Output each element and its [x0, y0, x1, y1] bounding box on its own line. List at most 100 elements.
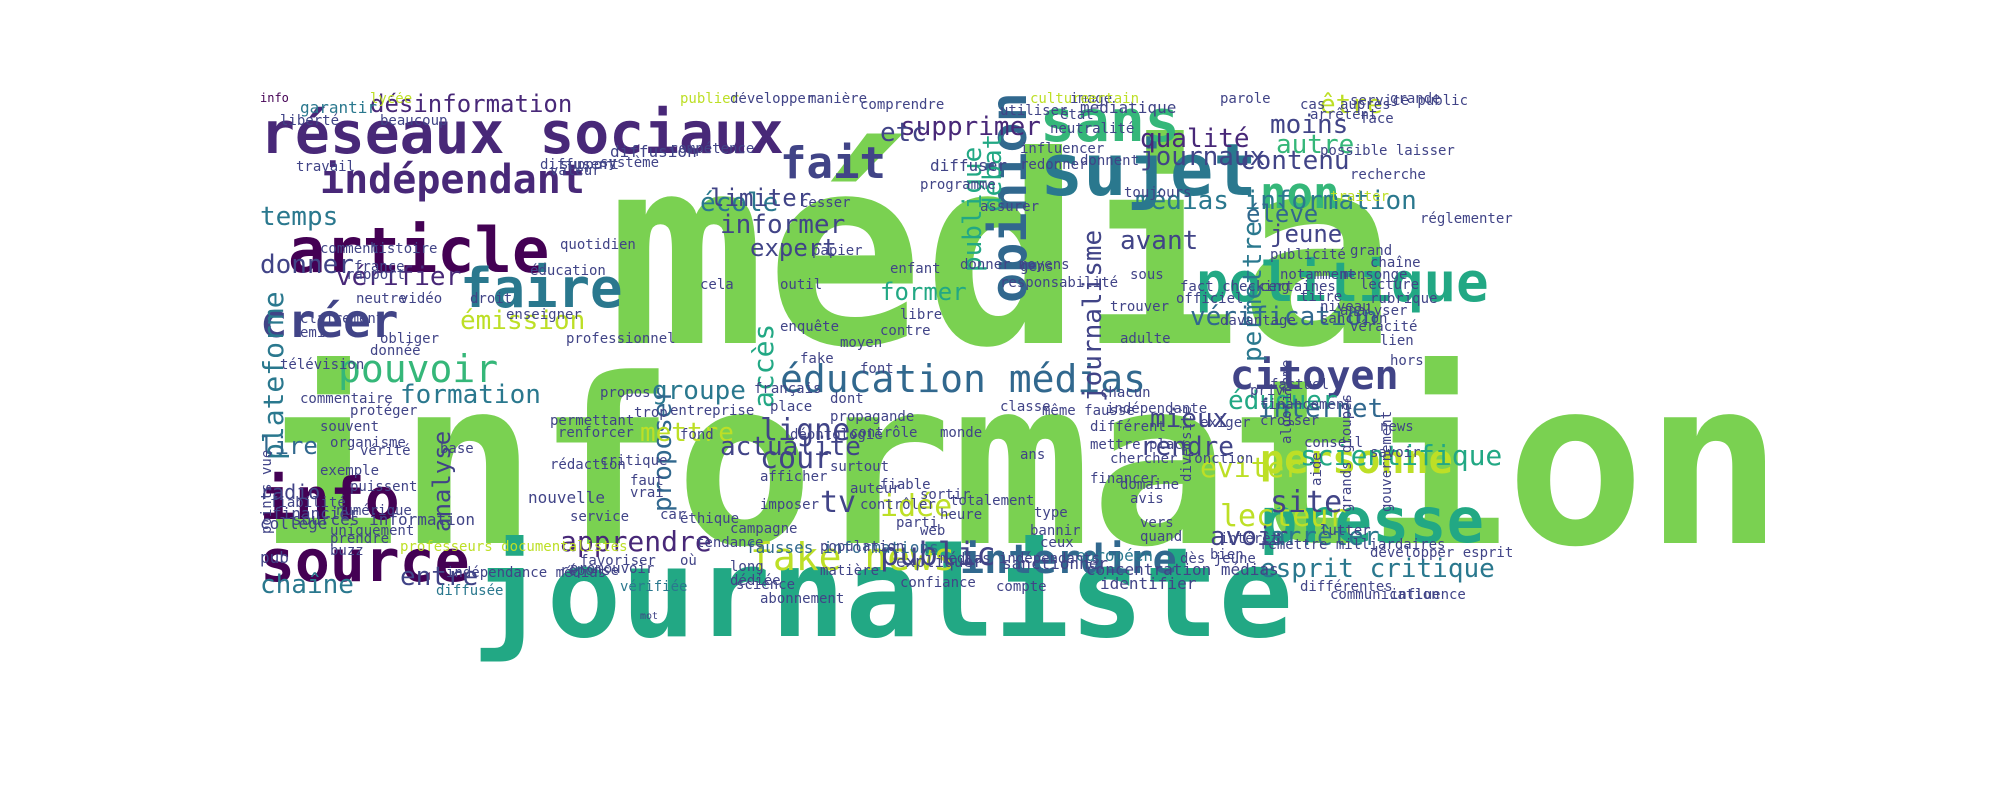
word-39: élève [1246, 200, 1319, 228]
word-239: redonner [1020, 157, 1088, 173]
word-281: clairement [300, 311, 385, 327]
word-36: vérifier [336, 262, 462, 292]
word-32: temps [260, 202, 339, 232]
word-240: donnent [1080, 153, 1140, 169]
word-271: bannir [1030, 523, 1081, 539]
word-279: cas [1300, 97, 1326, 113]
word-43: internet [1258, 394, 1384, 424]
word-16: indépendant [320, 157, 585, 203]
word-132: surtout [830, 459, 890, 475]
word-193: indépendante [1106, 401, 1208, 417]
word-179: contre [880, 323, 931, 339]
word-150: algorithme [1279, 359, 1295, 444]
word-118: état [1060, 107, 1094, 123]
word-104: programme [920, 177, 996, 193]
word-218: tendance [696, 535, 764, 551]
word-11: faire [460, 257, 623, 320]
word-119: cesser [800, 195, 851, 211]
word-139: dès jeune [1180, 551, 1256, 567]
word-91: collège [260, 514, 328, 533]
word-260: fact checking [1180, 279, 1290, 295]
word-201: ans [1020, 447, 1046, 463]
word-155: emi [300, 325, 326, 341]
word-177: libre [900, 307, 943, 323]
word-10: sans [1040, 92, 1180, 155]
word-37: émission [460, 306, 586, 336]
word-40: avant [1120, 226, 1199, 256]
word-129: lien [1380, 333, 1414, 349]
word-147: financement [1260, 397, 1353, 413]
word-2: journaliste [472, 522, 1294, 666]
word-200: financer [1090, 471, 1158, 487]
word-230: font [860, 361, 894, 377]
word-137: quand [1140, 529, 1183, 545]
word-9: source [260, 527, 470, 595]
word-76: limiter [710, 184, 812, 212]
word-204: faut [630, 473, 664, 489]
word-227: enquête [780, 319, 840, 335]
word-273: intérêt [1220, 531, 1280, 547]
word-184: trop [634, 405, 668, 421]
word-54: actualité [720, 432, 861, 462]
word-236: beaucoup [380, 113, 448, 129]
word-126: mensonge [1340, 267, 1408, 283]
word-99: lycée [370, 92, 413, 107]
word-134: auteur [850, 481, 901, 497]
word-83: concentration médias [1086, 560, 1279, 579]
word-78: radio [260, 480, 321, 504]
word-262: remettre milliardaires [1260, 537, 1446, 553]
word-161: souvent [320, 419, 380, 435]
word-207: renforcer [558, 425, 634, 441]
word-214: avis [1130, 491, 1164, 507]
word-276: sous [1130, 267, 1164, 283]
word-169: droit [470, 291, 513, 307]
word-231: cela [700, 277, 734, 293]
word-219: promouvoir [570, 561, 655, 577]
word-0: information [260, 331, 1784, 598]
word-272: réponse [560, 563, 620, 579]
word-275: face [1360, 111, 1394, 127]
word-212: car [660, 507, 686, 523]
word-59: scientifique [1300, 439, 1503, 472]
word-233: système [600, 155, 660, 171]
word-15: créer [260, 294, 399, 348]
word-34: donner [260, 250, 354, 280]
word-95: européen [1076, 546, 1154, 565]
word-1: média [608, 100, 1397, 405]
word-58: avoir [1210, 522, 1289, 552]
word-222: éthique [680, 511, 740, 527]
word-242: histoire [370, 241, 438, 257]
word-42: éduquer [1228, 386, 1338, 416]
word-163: exemple [320, 463, 380, 479]
word-189: monde [940, 425, 983, 441]
word-53: mettre [640, 418, 734, 448]
word-25: qualité [1140, 124, 1250, 154]
word-114: comprendre [860, 97, 945, 113]
word-92: pub [260, 548, 289, 567]
word-6: politique [1196, 251, 1489, 314]
word-223: indépendance médias [446, 565, 607, 581]
word-115: médiatique [1080, 98, 1177, 117]
word-116: image [1070, 92, 1113, 107]
word-254: titre [1300, 289, 1343, 305]
word-101: développer [730, 92, 815, 107]
word-84: confiance [900, 575, 976, 591]
word-167: points vue [260, 449, 275, 534]
word-20: interdire [960, 537, 1177, 583]
word-263: différentes [1300, 579, 1393, 595]
word-283: valeur [550, 163, 601, 179]
word-277: gens [1020, 259, 1054, 275]
word-123: traiter [1330, 189, 1390, 205]
word-171: neutre [356, 291, 407, 307]
word-64: lire [260, 432, 318, 460]
word-199: domaine [1120, 477, 1180, 493]
word-141: type [1034, 505, 1068, 521]
word-5: article [288, 214, 550, 287]
word-266: développer esprit [1370, 545, 1514, 561]
word-264: communication [1330, 587, 1440, 603]
word-63: public [880, 535, 996, 573]
word-267: abonnement [760, 591, 845, 607]
word-47: cour [760, 441, 833, 476]
word-221: long [730, 559, 764, 575]
